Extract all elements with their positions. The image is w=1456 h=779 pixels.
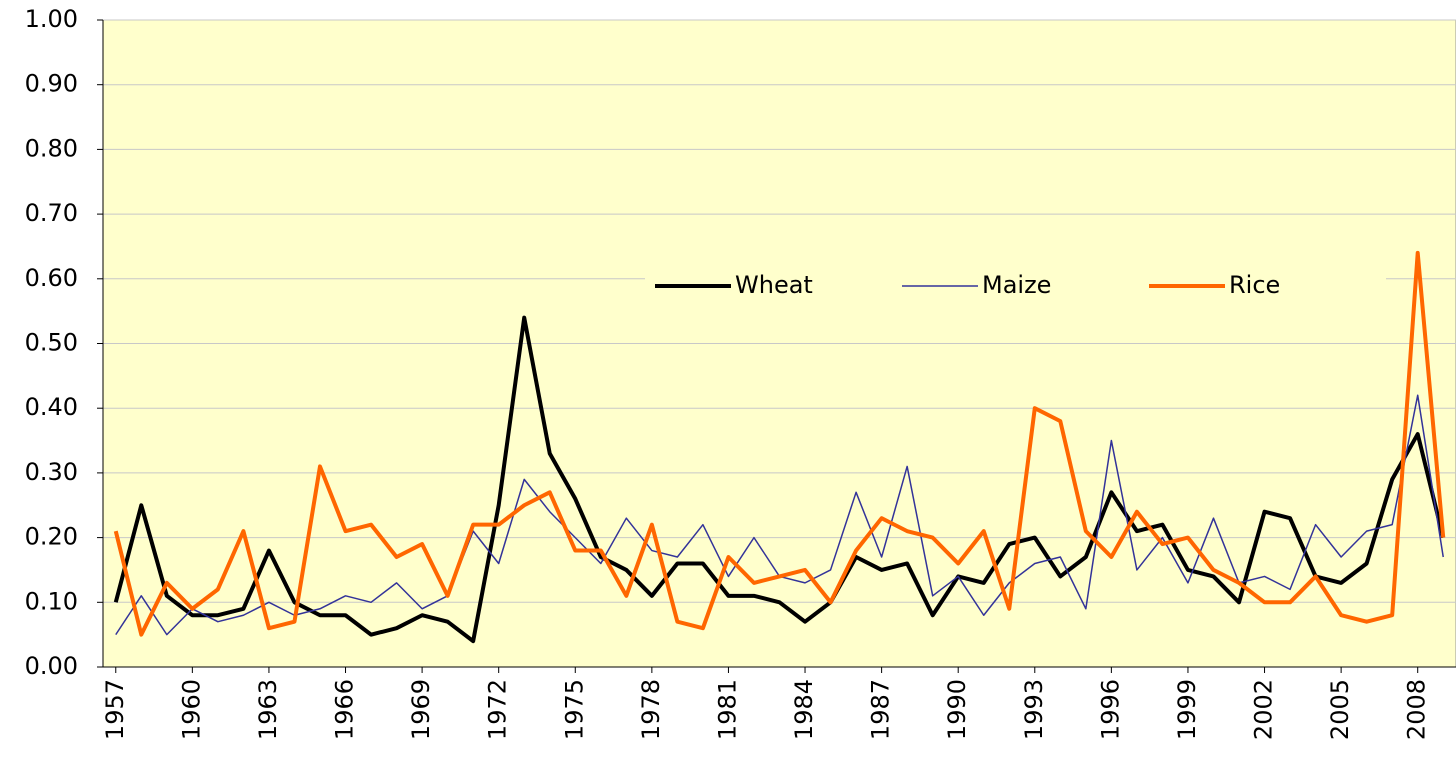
y-tick-label: 1.00 (25, 5, 78, 33)
x-tick-label: 1990 (943, 679, 971, 740)
y-tick-label: 0.60 (25, 264, 78, 292)
y-tick-label: 0.50 (25, 329, 78, 357)
series-line (113, 250, 1446, 637)
x-tick-label: 1966 (331, 679, 359, 740)
x-tick-label: 1972 (484, 679, 512, 740)
y-tick-label: 0.80 (25, 134, 78, 162)
x-tick-label: 1978 (637, 679, 665, 740)
x-tick-label: 1963 (254, 679, 282, 740)
x-tick-label: 1984 (790, 679, 818, 740)
legend-box (645, 268, 1386, 304)
series-line (113, 315, 1446, 644)
x-tick-label: 1981 (713, 679, 741, 740)
y-tick-label: 0.10 (25, 587, 78, 615)
x-tick-label: 1999 (1173, 679, 1201, 740)
y-tick-label: 0.30 (25, 458, 78, 486)
y-tick-label: 0.00 (25, 652, 78, 680)
x-tick-label: 2008 (1403, 679, 1431, 740)
x-tick-label: 1975 (560, 679, 588, 740)
x-tick-label: 1996 (1096, 679, 1124, 740)
x-tick-label: 2005 (1326, 679, 1354, 740)
y-tick-label: 0.90 (25, 70, 78, 98)
x-tick-label: 1987 (867, 679, 895, 740)
x-tick-label: 2002 (1250, 679, 1278, 740)
legend-label: Maize (982, 271, 1051, 299)
y-tick-label: 0.70 (25, 199, 78, 227)
y-tick-label: 0.20 (25, 523, 78, 551)
y-tick-label: 0.40 (25, 393, 78, 421)
legend-label: Rice (1229, 271, 1280, 299)
x-tick-label: 1960 (177, 679, 205, 740)
x-tick-label: 1993 (1020, 679, 1048, 740)
legend-label: Wheat (735, 271, 813, 299)
x-tick-label: 1969 (407, 679, 435, 740)
x-tick-label: 1957 (101, 679, 129, 740)
